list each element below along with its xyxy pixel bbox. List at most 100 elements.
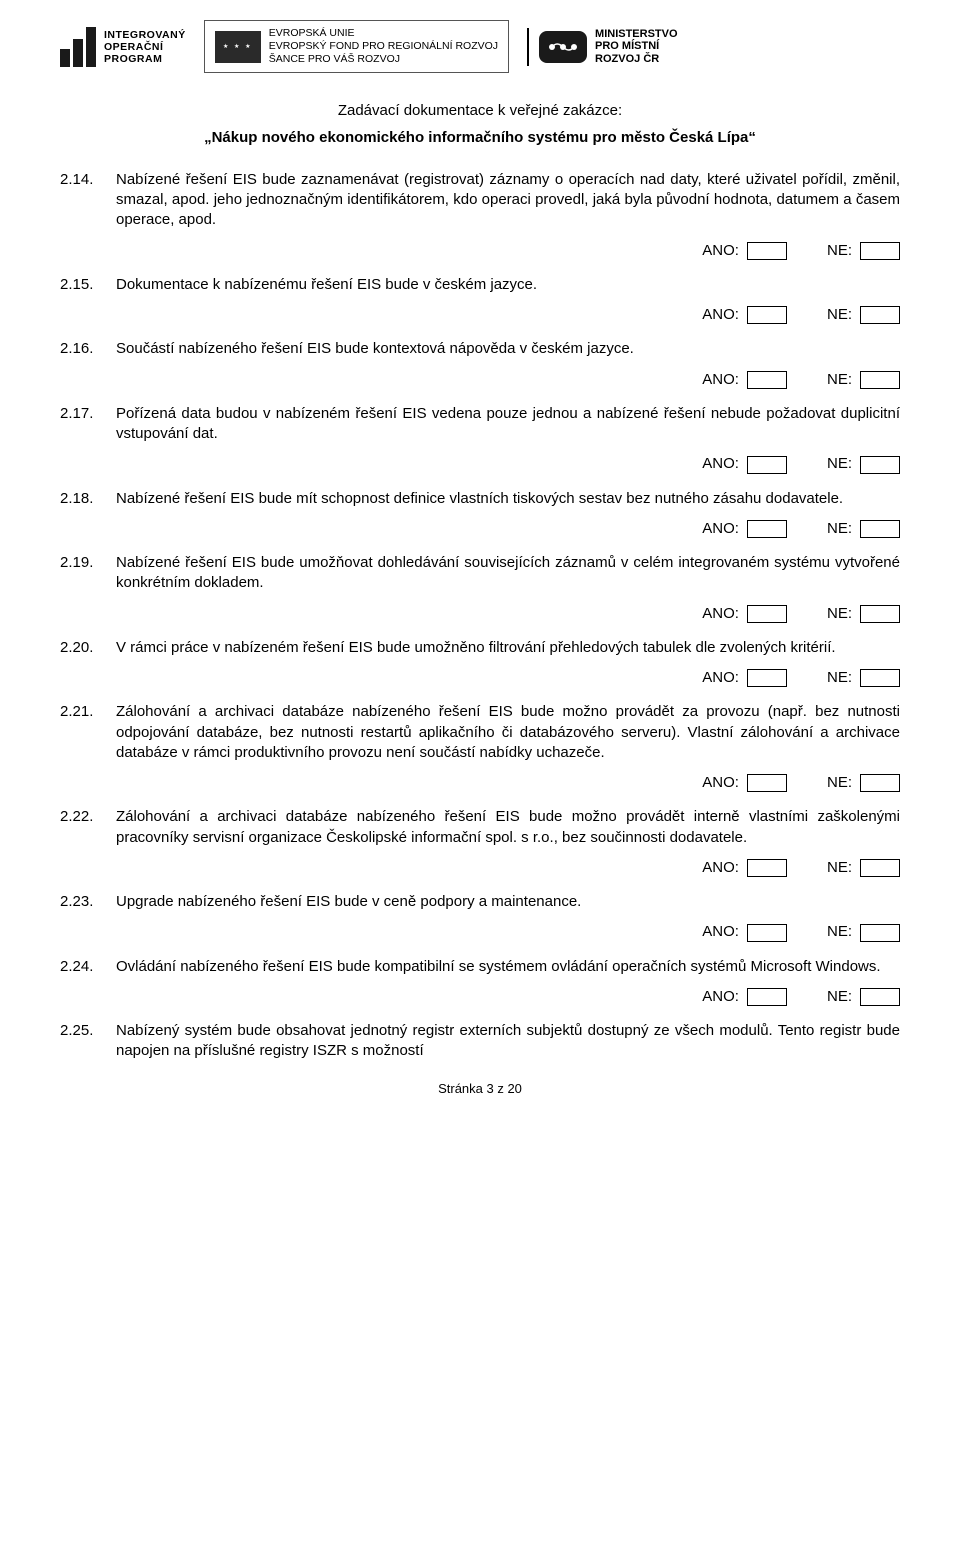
ano-checkbox[interactable]: [747, 669, 787, 687]
items-list: 2.14.Nabízené řešení EIS bude zaznamenáv…: [60, 170, 900, 1062]
item-text: Zálohování a archivaci databáze nabízené…: [116, 702, 900, 763]
requirement-item: 2.17.Pořízená data budou v nabízeném řeš…: [60, 404, 900, 445]
ano-label: ANO:: [702, 241, 739, 261]
ano-checkbox[interactable]: [747, 859, 787, 877]
ano-label: ANO:: [702, 773, 739, 793]
ne-label: NE:: [827, 370, 852, 390]
ano-checkbox[interactable]: [747, 605, 787, 623]
ne-check: NE:: [827, 773, 900, 793]
item-number: 2.14.: [60, 170, 116, 231]
mmr-line-2: PRO MÍSTNÍ: [595, 40, 678, 53]
ano-check: ANO:: [702, 987, 787, 1007]
item-number: 2.19.: [60, 553, 116, 594]
ne-checkbox[interactable]: [860, 520, 900, 538]
item-number: 2.15.: [60, 275, 116, 295]
iop-line-3: PROGRAM: [104, 53, 186, 65]
requirement-item: 2.20.V rámci práce v nabízeném řešení EI…: [60, 638, 900, 658]
ne-checkbox[interactable]: [860, 924, 900, 942]
item-number: 2.17.: [60, 404, 116, 445]
yes-no-row: ANO:NE:: [116, 241, 900, 261]
ano-label: ANO:: [702, 922, 739, 942]
ano-checkbox[interactable]: [747, 242, 787, 260]
item-number: 2.25.: [60, 1021, 116, 1062]
logo-mmr: MINISTERSTVO PRO MÍSTNÍ ROZVOJ ČR: [527, 28, 678, 66]
item-text: Pořízená data budou v nabízeném řešení E…: [116, 404, 900, 445]
eu-line-1: EVROPSKÁ UNIE: [269, 27, 498, 40]
eu-line-3: ŠANCE PRO VÁŠ ROZVOJ: [269, 53, 498, 66]
ne-checkbox[interactable]: [860, 456, 900, 474]
ne-checkbox[interactable]: [860, 306, 900, 324]
ne-check: NE:: [827, 987, 900, 1007]
requirement-item: 2.21.Zálohování a archivaci databáze nab…: [60, 702, 900, 763]
ano-checkbox[interactable]: [747, 774, 787, 792]
ano-checkbox[interactable]: [747, 371, 787, 389]
ano-label: ANO:: [702, 858, 739, 878]
ano-checkbox[interactable]: [747, 456, 787, 474]
item-number: 2.22.: [60, 807, 116, 848]
doc-subtitle: „Nákup nového ekonomického informačního …: [60, 128, 900, 148]
ne-label: NE:: [827, 773, 852, 793]
ne-checkbox[interactable]: [860, 605, 900, 623]
item-text: V rámci práce v nabízeném řešení EIS bud…: [116, 638, 900, 658]
ne-check: NE:: [827, 858, 900, 878]
ano-check: ANO:: [702, 668, 787, 688]
item-text: Nabízené řešení EIS bude zaznamenávat (r…: [116, 170, 900, 231]
logo-iop: INTEGROVANÝ OPERAČNÍ PROGRAM: [60, 27, 186, 67]
item-text: Upgrade nabízeného řešení EIS bude v cen…: [116, 892, 900, 912]
ano-check: ANO:: [702, 922, 787, 942]
ne-check: NE:: [827, 519, 900, 539]
yes-no-row: ANO: NE:: [116, 519, 900, 539]
ne-check: NE:: [827, 305, 900, 325]
eu-line-2: EVROPSKÝ FOND PRO REGIONÁLNÍ ROZVOJ: [269, 40, 498, 53]
ne-checkbox[interactable]: [860, 242, 900, 260]
header-logos: INTEGROVANÝ OPERAČNÍ PROGRAM ★ ★ ★ EVROP…: [60, 20, 900, 73]
ano-check: ANO:: [702, 370, 787, 390]
ano-checkbox[interactable]: [747, 988, 787, 1006]
ano-check: ANO:: [702, 454, 787, 474]
requirement-item: 2.25.Nabízený systém bude obsahovat jedn…: [60, 1021, 900, 1062]
mmr-line-1: MINISTERSTVO: [595, 28, 678, 41]
ne-check: NE:: [827, 922, 900, 942]
yes-no-row: ANO: NE:: [116, 858, 900, 878]
logo-eu: ★ ★ ★ EVROPSKÁ UNIE EVROPSKÝ FOND PRO RE…: [204, 20, 509, 73]
ne-checkbox[interactable]: [860, 859, 900, 877]
ne-checkbox[interactable]: [860, 774, 900, 792]
requirement-item: 2.19.Nabízené řešení EIS bude umožňovat …: [60, 553, 900, 594]
requirement-item: 2.23.Upgrade nabízeného řešení EIS bude …: [60, 892, 900, 912]
ne-check: NE:: [827, 604, 900, 624]
yes-no-row: ANO: NE:: [116, 668, 900, 688]
ano-check: ANO:: [702, 241, 787, 261]
item-number: 2.20.: [60, 638, 116, 658]
ano-check: ANO:: [702, 773, 787, 793]
page-footer: Stránka 3 z 20: [60, 1080, 900, 1098]
ano-check: ANO:: [702, 858, 787, 878]
ne-checkbox[interactable]: [860, 988, 900, 1006]
iop-text: INTEGROVANÝ OPERAČNÍ PROGRAM: [104, 29, 186, 65]
ne-check: NE:: [827, 370, 900, 390]
mmr-text: MINISTERSTVO PRO MÍSTNÍ ROZVOJ ČR: [595, 28, 678, 66]
ano-check: ANO:: [702, 305, 787, 325]
ano-check: ANO:: [702, 604, 787, 624]
ano-checkbox[interactable]: [747, 306, 787, 324]
item-number: 2.18.: [60, 489, 116, 509]
mmr-line-3: ROZVOJ ČR: [595, 53, 678, 66]
requirement-item: 2.24.Ovládání nabízeného řešení EIS bude…: [60, 957, 900, 977]
ne-check: NE:: [827, 668, 900, 688]
ne-checkbox[interactable]: [860, 371, 900, 389]
ano-checkbox[interactable]: [747, 924, 787, 942]
item-text: Nabízený systém bude obsahovat jednotný …: [116, 1021, 900, 1062]
requirement-item: 2.22.Zálohování a archivaci databáze nab…: [60, 807, 900, 848]
yes-no-row: ANO: NE:: [116, 604, 900, 624]
ano-checkbox[interactable]: [747, 520, 787, 538]
ano-label: ANO:: [702, 519, 739, 539]
ne-checkbox[interactable]: [860, 669, 900, 687]
yes-no-row: ANO: NE:: [116, 773, 900, 793]
ano-label: ANO:: [702, 370, 739, 390]
ne-label: NE:: [827, 668, 852, 688]
item-text: Zálohování a archivaci databáze nabízené…: [116, 807, 900, 848]
yes-no-row: ANO:NE:: [116, 454, 900, 474]
iop-line-1: INTEGROVANÝ: [104, 29, 186, 41]
eu-flag-icon: ★ ★ ★: [215, 31, 261, 63]
ne-label: NE:: [827, 987, 852, 1007]
iop-line-2: OPERAČNÍ: [104, 41, 186, 53]
